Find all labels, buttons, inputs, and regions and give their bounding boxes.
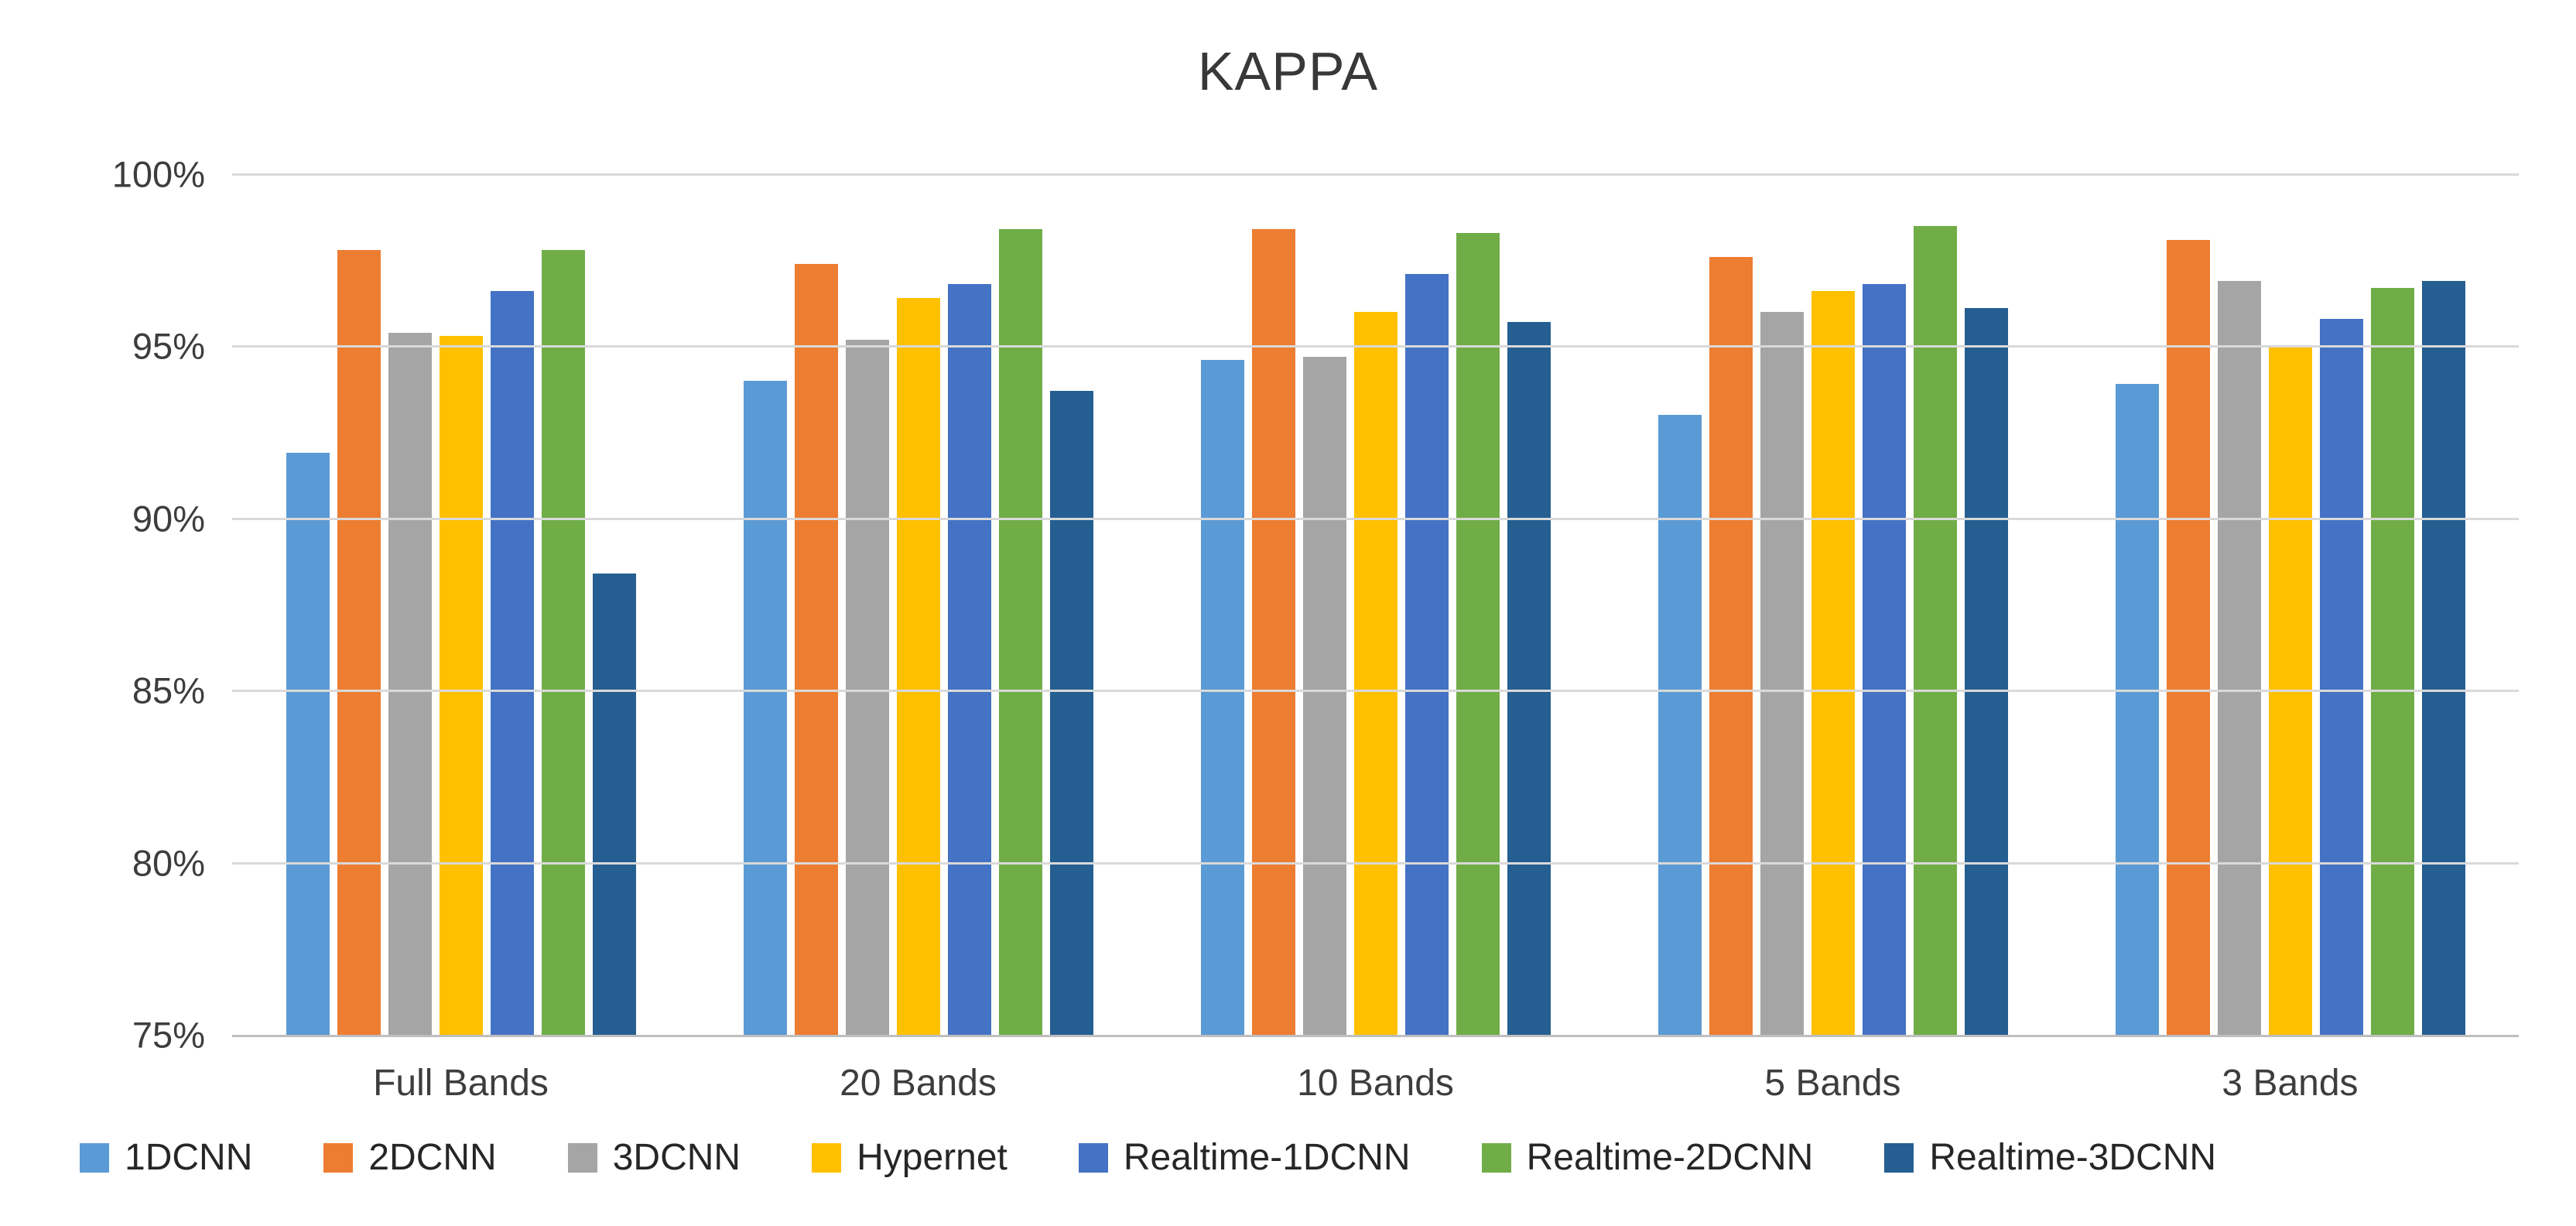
bar-hypernet-5-bands [1811,291,1855,1035]
bar-1dcnn-20-bands [743,381,787,1035]
bar-group-3-bands [2061,174,2519,1035]
x-axis-labels: Full Bands 20 Bands 10 Bands 5 Bands 3 Bands [232,1062,2519,1104]
bar-realtime-2dcnn-10-bands [1456,233,1500,1035]
legend-item-realtime-1dcnn: Realtime-1DCNN [1078,1136,1411,1179]
legend: 1DCNN 2DCNN 3DCNN Hypernet Realtime-1DCNN Rea… [80,1136,2479,1179]
bar-realtime-1dcnn-5-bands [1862,284,1906,1035]
bar-3dcnn-20-bands [845,340,889,1035]
y-tick-label-80%: 80% [132,842,205,884]
bar-2dcnn-10-bands [1251,229,1295,1035]
x-label-10-bands: 10 Bands [1297,1063,1454,1104]
bar-realtime-2dcnn-20-bands [998,229,1042,1035]
bar-3dcnn-full-bands [388,333,432,1035]
bar-realtime-3dcnn-20-bands [1049,391,1093,1035]
legend-item-1dcnn: 1DCNN [80,1136,252,1179]
legend-swatch-icon [567,1142,597,1173]
bar-1dcnn-10-bands [1200,360,1244,1035]
bar-2dcnn-full-bands [337,250,381,1035]
legend-swatch-icon [323,1142,354,1173]
bar-1dcnn-3-bands [2115,384,2159,1035]
bar-realtime-2dcnn-5-bands [1913,226,1957,1035]
bar-realtime-3dcnn-10-bands [1507,322,1551,1035]
legend-item-realtime-3dcnn: Realtime-3DCNN [1884,1136,2216,1179]
plot-area [232,173,2519,1037]
bar-1dcnn-5-bands [1657,415,1702,1035]
gridline-90% [232,518,2519,520]
x-label-20-bands: 20 Bands [840,1063,997,1104]
legend-swatch-icon [1884,1142,1914,1173]
legend-swatch-icon [1078,1142,1108,1173]
y-tick-label-100%: 100% [111,153,205,195]
bar-groups [232,174,2519,1035]
bar-realtime-1dcnn-20-bands [947,284,991,1035]
y-tick-label-75%: 75% [132,1014,205,1056]
x-label-full-bands: Full Bands [373,1063,549,1104]
legend-label: 3DCNN [612,1137,741,1178]
legend-label: Realtime-1DCNN [1123,1137,1411,1178]
legend-swatch-icon [812,1142,842,1173]
legend-item-2dcnn: 2DCNN [323,1136,497,1179]
bar-group-20-bands [689,174,1147,1035]
legend-label: Hypernet [857,1137,1007,1178]
y-tick-label-90%: 90% [132,498,205,539]
legend-item-realtime-2dcnn: Realtime-2DCNN [1481,1136,1814,1179]
gridline-85% [232,690,2519,692]
legend-label: 1DCNN [125,1137,253,1178]
bar-realtime-3dcnn-5-bands [1964,308,2008,1035]
bar-realtime-1dcnn-full-bands [490,291,534,1035]
legend-swatch-icon [1481,1142,1511,1173]
gridline-100% [232,173,2519,176]
legend-label: Realtime-3DCNN [1929,1137,2217,1178]
bar-2dcnn-5-bands [1709,257,1753,1035]
bar-1dcnn-full-bands [286,453,330,1035]
bar-hypernet-full-bands [439,336,483,1035]
bar-realtime-1dcnn-3-bands [2319,319,2363,1035]
y-tick-label-95%: 95% [132,325,205,367]
bar-2dcnn-20-bands [794,264,838,1035]
legend-item-3dcnn: 3DCNN [567,1136,741,1179]
legend-label: 2DCNN [368,1137,497,1178]
bar-3dcnn-5-bands [1760,312,1804,1035]
legend-swatch-icon [80,1142,109,1173]
bar-realtime-3dcnn-full-bands [592,574,636,1035]
chart-title: KAPPA [1197,41,1379,101]
gridline-95% [232,345,2519,348]
x-label-5-bands: 5 Bands [1764,1063,1901,1104]
bar-realtime-2dcnn-3-bands [2370,288,2414,1035]
bar-realtime-2dcnn-full-bands [541,250,585,1035]
bar-realtime-3dcnn-3-bands [2421,281,2465,1035]
bar-group-full-bands [232,174,689,1035]
bar-hypernet-20-bands [896,298,940,1035]
bar-realtime-1dcnn-10-bands [1404,274,1449,1035]
legend-item-hypernet: Hypernet [812,1136,1007,1179]
bar-3dcnn-10-bands [1302,357,1346,1035]
gridline-80% [232,862,2519,865]
legend-label: Realtime-2DCNN [1526,1137,1814,1178]
bar-hypernet-10-bands [1353,312,1397,1035]
x-label-3-bands: 3 Bands [2222,1063,2359,1104]
y-tick-label-85%: 85% [132,670,205,711]
bar-3dcnn-3-bands [2217,281,2261,1035]
bar-2dcnn-3-bands [2166,240,2210,1035]
bar-group-5-bands [1604,174,2061,1035]
bar-group-10-bands [1147,174,1604,1035]
